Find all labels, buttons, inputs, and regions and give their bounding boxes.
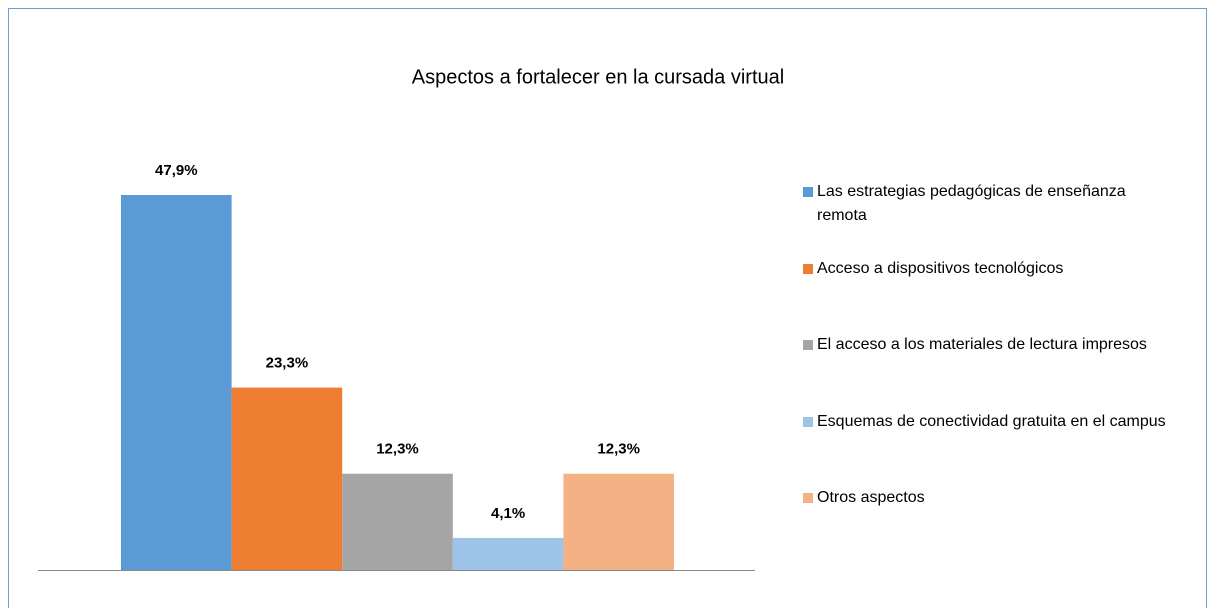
legend-label: El acceso a los materiales de lectura im… <box>817 336 1147 353</box>
bar <box>563 473 674 570</box>
chart-frame <box>8 8 1207 608</box>
data-label: 12,3% <box>376 441 419 458</box>
data-label: 12,3% <box>597 441 640 458</box>
legend-item: Las estrategias pedagógicas de enseñanza… <box>803 180 1203 228</box>
legend-item: Esquemas de conectividad gratuita en el … <box>803 410 1203 434</box>
legend-swatch <box>803 340 813 350</box>
page: Aspectos a fortalecer en la cursada virt… <box>8 8 1207 608</box>
legend-swatch <box>803 263 813 274</box>
data-label: 47,9% <box>155 162 198 179</box>
legend-swatch <box>803 493 813 503</box>
bar <box>121 195 232 570</box>
legend-label: Otros aspectos <box>817 489 925 506</box>
legend-swatch <box>803 187 813 197</box>
legend-item: Otros aspectos <box>803 486 1203 510</box>
legend-swatch <box>803 416 813 427</box>
bar <box>452 537 564 570</box>
legend-label: Las estrategias pedagógicas de enseñanza… <box>817 183 1126 224</box>
bar <box>342 473 453 570</box>
bar <box>231 387 343 570</box>
legend-item: Acceso a dispositivos tecnológicos <box>803 257 1203 281</box>
legend-item: El acceso a los materiales de lectura im… <box>803 333 1203 357</box>
data-label: 4,1% <box>491 505 525 522</box>
chart: Aspectos a fortalecer en la cursada virt… <box>38 66 784 571</box>
data-label: 23,3% <box>266 355 309 372</box>
legend-label: Esquemas de conectividad gratuita en el … <box>817 412 1166 430</box>
legend-label: Acceso a dispositivos tecnológicos <box>817 259 1064 277</box>
chart-title: Aspectos a fortalecer en la cursada virt… <box>412 66 784 88</box>
